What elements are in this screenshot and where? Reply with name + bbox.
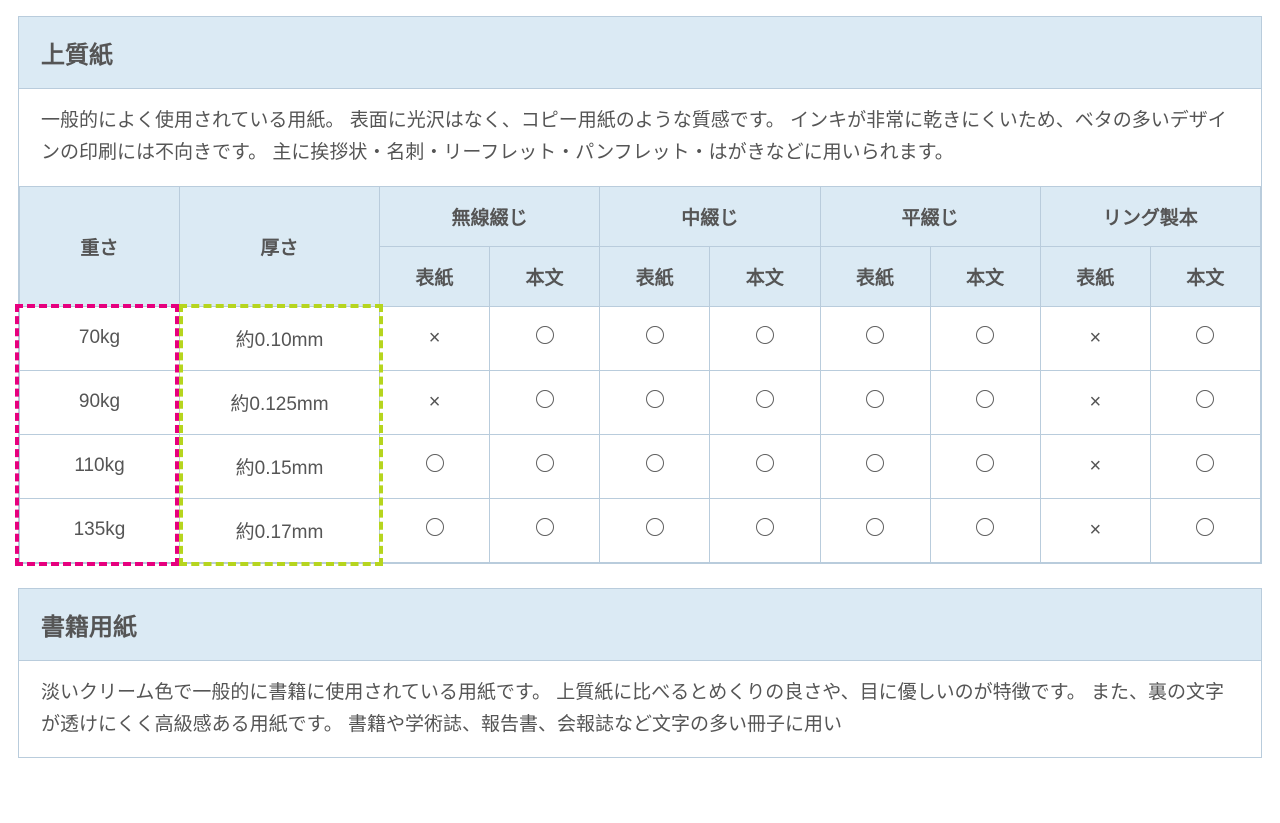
- cell-mark: [490, 370, 600, 434]
- ok-icon: [426, 454, 444, 472]
- paper-table: 重さ 厚さ 無線綴じ 中綴じ 平綴じ リング製本 表紙本文表紙本文表紙本文表紙本…: [19, 186, 1261, 563]
- cell-mark: [930, 498, 1040, 562]
- cell-thickness: 約0.15mm: [180, 434, 380, 498]
- cell-mark: [600, 498, 710, 562]
- cell-mark: [710, 306, 820, 370]
- cell-mark: [600, 434, 710, 498]
- cell-mark: ×: [1040, 498, 1150, 562]
- cell-mark: [380, 434, 490, 498]
- ok-icon: [756, 326, 774, 344]
- cell-mark: [820, 370, 930, 434]
- th-sub: 表紙: [1040, 246, 1150, 306]
- cell-thickness: 約0.125mm: [180, 370, 380, 434]
- cell-mark: [820, 434, 930, 498]
- cell-thickness: 約0.17mm: [180, 498, 380, 562]
- ok-icon: [866, 390, 884, 408]
- cell-weight: 135kg: [20, 498, 180, 562]
- cell-mark: [710, 434, 820, 498]
- table-row: 110kg約0.15mm ×: [20, 434, 1261, 498]
- ok-icon: [976, 326, 994, 344]
- cell-mark: [380, 498, 490, 562]
- no-icon: ×: [1089, 455, 1101, 477]
- cell-mark: [490, 498, 600, 562]
- ok-icon: [866, 326, 884, 344]
- th-sub: 本文: [710, 246, 820, 306]
- ok-icon: [976, 518, 994, 536]
- no-icon: ×: [1089, 327, 1101, 349]
- ok-icon: [1196, 326, 1214, 344]
- cell-mark: [600, 370, 710, 434]
- cell-mark: ×: [1040, 370, 1150, 434]
- th-weight: 重さ: [20, 186, 180, 306]
- section-shoseki: 書籍用紙 淡いクリーム色で一般的に書籍に使用されている用紙です。 上質紙に比べる…: [18, 588, 1262, 758]
- ok-icon: [646, 518, 664, 536]
- cell-mark: ×: [1040, 306, 1150, 370]
- cell-mark: [1150, 370, 1260, 434]
- th-sub: 表紙: [380, 246, 490, 306]
- section-description: 一般的によく使用されている用紙。 表面に光沢はなく、コピー用紙のような質感です。…: [19, 89, 1261, 186]
- th-sub: 本文: [490, 246, 600, 306]
- ok-icon: [976, 454, 994, 472]
- cell-mark: ×: [380, 370, 490, 434]
- th-sub: 表紙: [820, 246, 930, 306]
- table-row: 70kg約0.10mm × ×: [20, 306, 1261, 370]
- cell-mark: ×: [1040, 434, 1150, 498]
- ok-icon: [1196, 390, 1214, 408]
- cell-weight: 90kg: [20, 370, 180, 434]
- ok-icon: [1196, 518, 1214, 536]
- th-sub: 表紙: [600, 246, 710, 306]
- th-group: 中綴じ: [600, 186, 820, 246]
- ok-icon: [646, 454, 664, 472]
- cell-weight: 70kg: [20, 306, 180, 370]
- cell-mark: [1150, 434, 1260, 498]
- cell-mark: [710, 498, 820, 562]
- cell-mark: [820, 306, 930, 370]
- no-icon: ×: [429, 327, 441, 349]
- cell-weight: 110kg: [20, 434, 180, 498]
- cell-mark: ×: [380, 306, 490, 370]
- paper-table-wrap: 重さ 厚さ 無線綴じ 中綴じ 平綴じ リング製本 表紙本文表紙本文表紙本文表紙本…: [19, 186, 1261, 563]
- ok-icon: [976, 390, 994, 408]
- cell-mark: [930, 306, 1040, 370]
- no-icon: ×: [1089, 391, 1101, 413]
- section-joshitsu: 上質紙 一般的によく使用されている用紙。 表面に光沢はなく、コピー用紙のような質…: [18, 16, 1262, 564]
- section-description: 淡いクリーム色で一般的に書籍に使用されている用紙です。 上質紙に比べるとめくりの…: [19, 661, 1261, 758]
- cell-mark: [710, 370, 820, 434]
- ok-icon: [756, 454, 774, 472]
- ok-icon: [536, 454, 554, 472]
- cell-mark: [1150, 498, 1260, 562]
- no-icon: ×: [429, 391, 441, 413]
- no-icon: ×: [1089, 519, 1101, 541]
- cell-mark: [820, 498, 930, 562]
- ok-icon: [426, 518, 444, 536]
- th-sub: 本文: [930, 246, 1040, 306]
- cell-thickness: 約0.10mm: [180, 306, 380, 370]
- ok-icon: [1196, 454, 1214, 472]
- cell-mark: [490, 306, 600, 370]
- ok-icon: [756, 390, 774, 408]
- ok-icon: [756, 518, 774, 536]
- section-title: 上質紙: [19, 17, 1261, 89]
- ok-icon: [536, 390, 554, 408]
- ok-icon: [866, 454, 884, 472]
- ok-icon: [646, 390, 664, 408]
- cell-mark: [600, 306, 710, 370]
- th-group: 平綴じ: [820, 186, 1040, 246]
- ok-icon: [646, 326, 664, 344]
- cell-mark: [490, 434, 600, 498]
- th-group: リング製本: [1040, 186, 1260, 246]
- cell-mark: [930, 434, 1040, 498]
- table-row: 135kg約0.17mm ×: [20, 498, 1261, 562]
- ok-icon: [536, 326, 554, 344]
- th-group: 無線綴じ: [380, 186, 600, 246]
- cell-mark: [1150, 306, 1260, 370]
- ok-icon: [866, 518, 884, 536]
- table-row: 90kg約0.125mm × ×: [20, 370, 1261, 434]
- ok-icon: [536, 518, 554, 536]
- section-title: 書籍用紙: [19, 589, 1261, 661]
- cell-mark: [930, 370, 1040, 434]
- th-sub: 本文: [1150, 246, 1260, 306]
- th-thickness: 厚さ: [180, 186, 380, 306]
